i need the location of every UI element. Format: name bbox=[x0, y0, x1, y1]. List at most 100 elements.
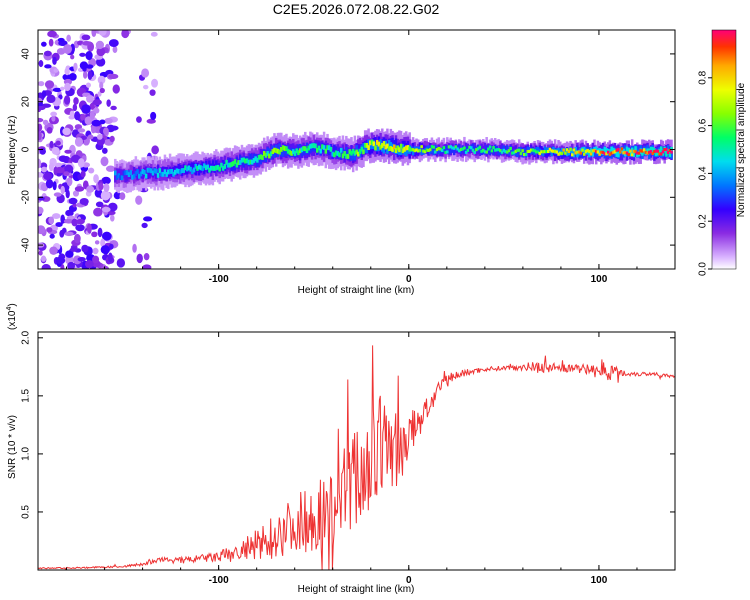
ridge-cell bbox=[191, 162, 194, 172]
colorbar-tick-label: 0.0 bbox=[698, 262, 709, 276]
y-tick-label: 40 bbox=[21, 48, 32, 60]
noise-cell bbox=[38, 123, 43, 132]
noise-cell bbox=[100, 156, 109, 167]
ridge-cell bbox=[629, 149, 632, 153]
noise-cell bbox=[87, 134, 94, 140]
spectrogram-ticks: -100 0 100 -40 -20 0 20 40 bbox=[21, 30, 676, 285]
noise-cell bbox=[69, 247, 78, 252]
ridge-cell bbox=[670, 150, 673, 154]
ridge-cell bbox=[557, 147, 560, 154]
noise-cell bbox=[54, 162, 63, 168]
ridge-cell bbox=[582, 152, 586, 156]
ridge-cell bbox=[608, 152, 612, 156]
ridge-cell bbox=[362, 149, 365, 155]
ridge-cell bbox=[211, 160, 215, 170]
ridge-cell bbox=[324, 148, 328, 154]
ridge-cell bbox=[432, 145, 435, 149]
ridge-cell bbox=[569, 147, 572, 151]
ridge-cell bbox=[115, 175, 119, 180]
colorbar-tick-label: 0.8 bbox=[698, 70, 709, 84]
noise-cell bbox=[89, 110, 96, 120]
noise-cell bbox=[66, 34, 71, 42]
noise-cell bbox=[47, 30, 57, 38]
ridge-cell bbox=[346, 154, 350, 159]
ridge-cell bbox=[653, 150, 656, 154]
ridge-cell bbox=[559, 151, 562, 155]
ridge-cell bbox=[517, 148, 521, 152]
noise-cell bbox=[38, 172, 44, 178]
noise-cell bbox=[65, 250, 74, 258]
ridge-cell bbox=[261, 155, 264, 160]
noise-cell bbox=[38, 105, 46, 111]
ridge-cell bbox=[233, 161, 237, 171]
ridge-cell bbox=[161, 166, 165, 176]
ridge-cell bbox=[144, 166, 148, 176]
ridge-cell bbox=[264, 152, 268, 158]
snr-multiplier: (x104) bbox=[6, 303, 18, 330]
ridge-cell bbox=[358, 149, 362, 155]
ridge-cell bbox=[304, 146, 307, 152]
noise-cell bbox=[64, 149, 72, 154]
ridge-cell bbox=[232, 161, 235, 166]
ridge-cell bbox=[473, 150, 476, 154]
ridge-cell bbox=[334, 150, 338, 156]
noise-cell bbox=[64, 164, 74, 173]
ridge-cell bbox=[203, 165, 206, 174]
noise-cell bbox=[81, 34, 91, 41]
ridge-cell bbox=[634, 150, 637, 154]
ridge-cell bbox=[363, 142, 367, 148]
noise-cell bbox=[94, 188, 103, 198]
ridge-cell bbox=[574, 151, 577, 155]
ridge-cell bbox=[156, 172, 160, 178]
ridge-cell bbox=[114, 170, 117, 176]
noise-cell bbox=[46, 227, 53, 233]
ridge-cell bbox=[262, 151, 266, 156]
ridge-cell bbox=[428, 148, 432, 155]
noise-cell bbox=[44, 64, 52, 69]
ridge-cell bbox=[511, 151, 514, 155]
ridge-cell bbox=[497, 149, 500, 156]
noise-cell bbox=[85, 51, 93, 61]
ridge-cell bbox=[386, 144, 389, 154]
ridge-cell bbox=[555, 150, 559, 154]
ridge-cell bbox=[487, 148, 490, 155]
noise-cell bbox=[93, 107, 100, 114]
ridge-cell bbox=[124, 173, 127, 183]
ridge-cell bbox=[577, 150, 581, 154]
ridge-cell bbox=[500, 150, 504, 154]
ridge-cell bbox=[326, 145, 329, 150]
ridge-cell bbox=[215, 160, 218, 170]
ridge-cell bbox=[375, 140, 379, 145]
ridge-cell bbox=[168, 169, 172, 174]
ridge-cell bbox=[422, 149, 425, 153]
ridge-cell bbox=[227, 162, 230, 168]
ridge-cell bbox=[305, 148, 309, 154]
ridge-cell bbox=[384, 144, 387, 150]
ridge-cell bbox=[273, 149, 276, 158]
noise-cell bbox=[81, 40, 92, 46]
ridge-cell bbox=[564, 148, 567, 154]
ridge-cell bbox=[292, 149, 295, 155]
ridge-cell bbox=[521, 151, 524, 158]
colorbar-label: Normalized spectral amplitude bbox=[736, 82, 747, 217]
ridge-cell bbox=[601, 150, 605, 154]
noise-cell bbox=[76, 218, 85, 225]
ridge-cell bbox=[576, 151, 579, 158]
noise-cell bbox=[64, 82, 71, 92]
ridge-cell bbox=[247, 159, 251, 165]
ridge-cell bbox=[184, 165, 187, 171]
noise-cell bbox=[108, 243, 114, 250]
ridge-cell bbox=[312, 143, 316, 148]
noise-cell bbox=[121, 30, 130, 39]
noise-cell bbox=[49, 246, 58, 255]
ridge-cell bbox=[434, 150, 437, 154]
ridge-cell bbox=[225, 159, 228, 165]
noise-cell bbox=[74, 137, 83, 147]
ridge-cell bbox=[411, 149, 415, 156]
noise-cell bbox=[52, 56, 57, 65]
ridge-cell bbox=[403, 146, 406, 152]
x-tick-label: 100 bbox=[591, 575, 608, 586]
ridge-cell bbox=[238, 160, 242, 165]
noise-cell bbox=[91, 30, 97, 38]
ridge-cell bbox=[420, 145, 423, 149]
